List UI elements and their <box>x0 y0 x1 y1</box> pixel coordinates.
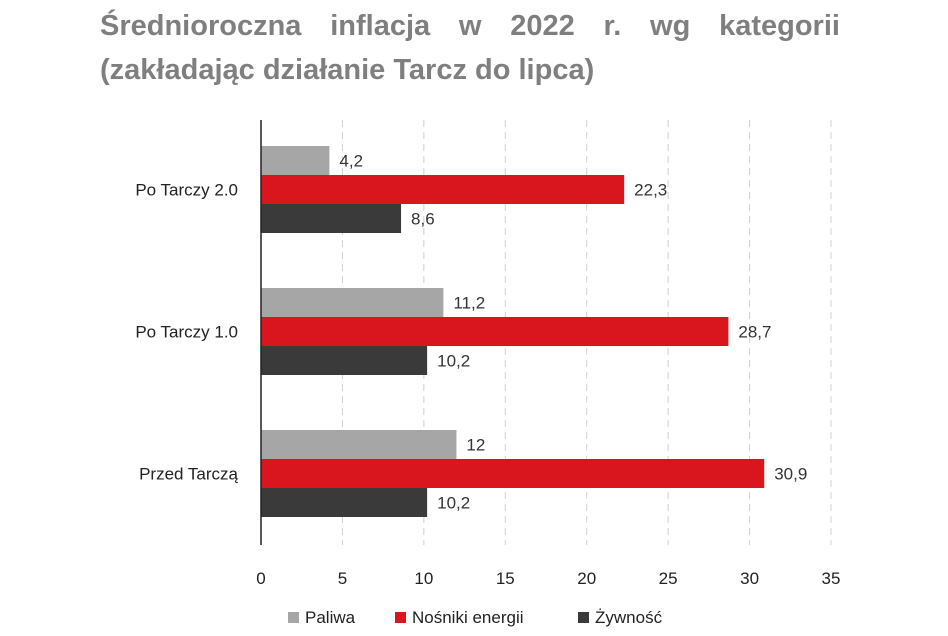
title-word: r. <box>603 10 622 42</box>
data-label: 30,9 <box>774 465 807 484</box>
bar <box>261 175 625 204</box>
legend-swatch <box>288 612 299 623</box>
bar <box>261 317 729 346</box>
bar <box>261 459 765 488</box>
x-tick-label: 15 <box>496 569 515 588</box>
bar <box>261 346 428 375</box>
title-word: w <box>458 10 482 42</box>
data-label: 10,2 <box>437 494 470 513</box>
legend-label: Paliwa <box>305 608 356 627</box>
legend-label: Żywność <box>595 608 663 627</box>
chart-title-line1: Średnioroczna inflacja w 2022 r. wg kategorii <box>100 4 840 48</box>
category-label: Po Tarczy 2.0 <box>135 181 238 200</box>
title-word: inflacja <box>330 10 431 42</box>
title-word: wg <box>650 10 691 42</box>
legend-label: Nośniki energii <box>412 608 524 627</box>
bar <box>261 430 457 459</box>
legend-swatch <box>395 612 406 623</box>
x-tick-label: 0 <box>256 569 265 588</box>
title-word: Średnioroczna <box>100 10 302 42</box>
data-label: 28,7 <box>738 323 771 342</box>
chart-title: Średnioroczna inflacja w 2022 r. wg kategorii … <box>100 4 840 92</box>
bar <box>261 288 444 317</box>
data-label: 12 <box>466 436 485 455</box>
data-label: 10,2 <box>437 352 470 371</box>
bar <box>261 146 330 175</box>
bar <box>261 488 428 517</box>
title-word: kategorii <box>719 10 840 42</box>
title-word: 2022 <box>510 10 575 42</box>
x-tick-label: 10 <box>414 569 433 588</box>
data-label: 11,2 <box>453 294 485 313</box>
x-tick-label: 25 <box>659 569 678 588</box>
bar <box>261 204 402 233</box>
x-tick-label: 30 <box>740 569 759 588</box>
chart-subtitle: (zakładając działanie Tarcz do lipca) <box>100 54 595 86</box>
data-label: 22,3 <box>634 181 667 200</box>
category-label: Przed Tarczą <box>139 465 238 484</box>
data-label: 8,6 <box>411 210 435 229</box>
legend-swatch <box>578 612 589 623</box>
x-tick-label: 5 <box>338 569 347 588</box>
x-tick-label: 20 <box>577 569 596 588</box>
data-label: 4,2 <box>339 152 363 171</box>
x-tick-label: 35 <box>822 569 841 588</box>
category-label: Po Tarczy 1.0 <box>135 323 238 342</box>
